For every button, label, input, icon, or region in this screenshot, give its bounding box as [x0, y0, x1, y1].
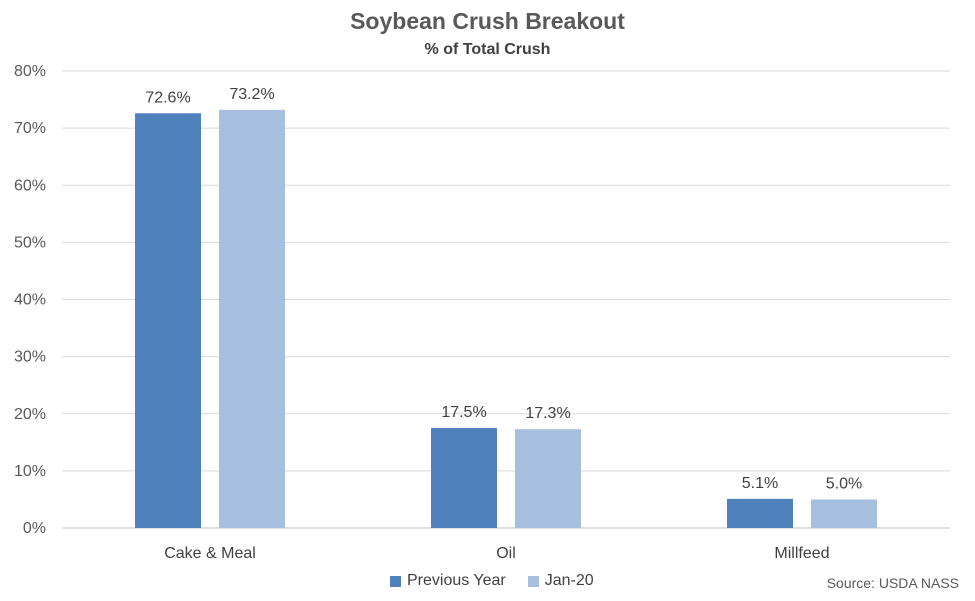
legend: Previous Year Jan-20 [390, 572, 616, 590]
bar [431, 428, 497, 528]
bar [727, 498, 793, 528]
y-tick-label: 70% [14, 120, 46, 137]
x-tick-label: Oil [496, 545, 516, 562]
source-note: Source: USDA NASS [826, 575, 959, 591]
x-tick-label: Cake & Meal [164, 545, 256, 562]
y-tick-label: 60% [14, 177, 46, 194]
legend-label-previous-year: Previous Year [407, 572, 506, 589]
chart-subtitle: % of Total Crush [424, 41, 551, 58]
x-tick-label: Millfeed [774, 545, 829, 562]
legend-label-jan-20: Jan-20 [544, 572, 594, 589]
y-tick-label: 10% [14, 463, 46, 480]
x-axis-ticks: Cake & Meal Oil Millfeed [164, 545, 829, 562]
data-label: 17.3% [525, 405, 570, 422]
data-label: 73.2% [229, 86, 274, 103]
legend-swatch-previous-year [390, 575, 401, 587]
y-tick-label: 20% [14, 406, 46, 423]
y-tick-label: 40% [14, 292, 46, 309]
y-tick-label: 30% [14, 349, 46, 366]
y-tick-label: 50% [14, 234, 46, 251]
legend-item-jan-20: Jan-20 [527, 572, 594, 590]
data-label: 5.1% [742, 475, 778, 492]
y-axis-ticks: 0% 10% 20% 30% 40% 50% 60% 70% 80% [14, 63, 46, 537]
data-label: 5.0% [826, 475, 862, 492]
bar [135, 113, 201, 529]
bar [515, 429, 581, 528]
bar [811, 499, 877, 528]
legend-swatch-jan-20 [527, 575, 539, 587]
y-tick-label: 0% [23, 520, 46, 537]
data-label: 17.5% [441, 404, 486, 421]
chart-title: Soybean Crush Breakout [350, 8, 625, 34]
gridlines [62, 70, 950, 529]
data-label: 72.6% [145, 89, 190, 106]
legend-item-previous-year: Previous Year [390, 572, 506, 590]
data-labels: 72.6% 73.2% 17.5% 17.3% 5.1% 5.0% [145, 86, 862, 493]
bars [135, 109, 877, 529]
y-tick-label: 80% [14, 63, 46, 80]
bar [219, 109, 285, 528]
